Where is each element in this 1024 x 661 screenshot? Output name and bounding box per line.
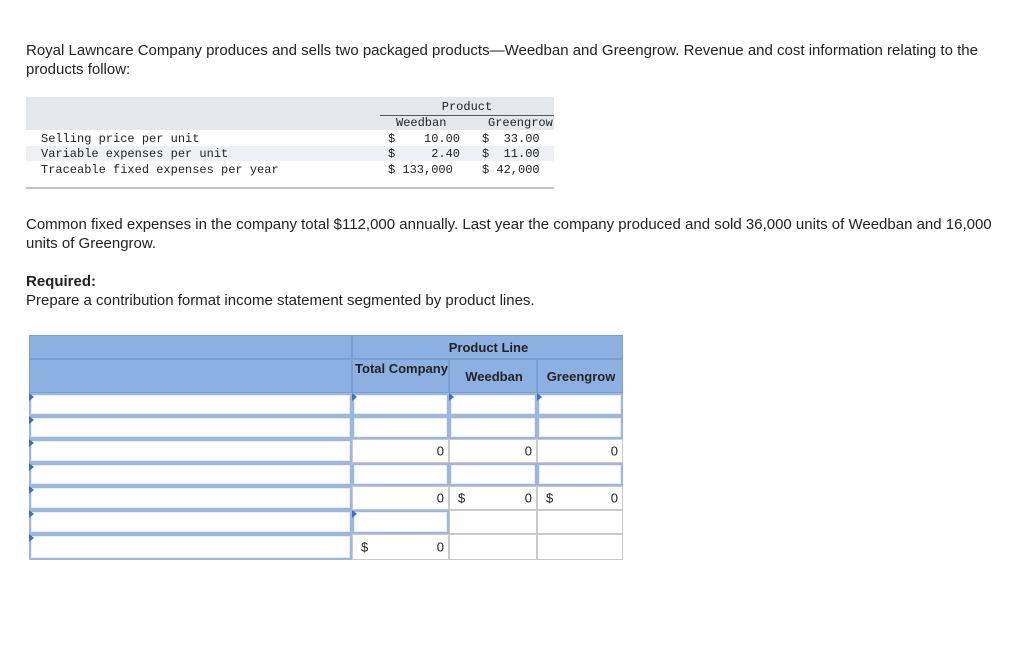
row1-weedban-input[interactable] (449, 393, 537, 416)
input-marker (29, 463, 34, 471)
row3-greengrow-value: 0 (537, 439, 623, 463)
input-marker (352, 510, 357, 518)
row7-weedban-empty (449, 534, 537, 560)
row6-total-input[interactable] (352, 510, 449, 534)
required-text: Prepare a contribution format income sta… (26, 292, 535, 309)
row5-greengrow-zero: 0 (610, 490, 618, 506)
row3-label-input[interactable] (29, 439, 352, 463)
row-label: Traceable fixed expenses per year (41, 163, 279, 177)
table-header-band (26, 97, 554, 130)
row7-greengrow-empty (537, 534, 623, 560)
table-bottom-rule (26, 187, 554, 189)
total-company-header: Total Company (355, 361, 448, 376)
input-marker (29, 416, 34, 424)
input-marker (537, 393, 542, 401)
row5-weedban-currency: $ (458, 490, 466, 506)
row5-label-input[interactable] (29, 486, 352, 510)
column-header-greengrow: Greengrow (488, 116, 553, 130)
input-marker (29, 393, 34, 401)
product-line-header-cell: Product Line (352, 335, 623, 359)
row7-total-currency: $ (361, 539, 369, 555)
row2-weedban-input[interactable] (449, 416, 537, 439)
row5-weedban-value: $0 (449, 486, 537, 510)
input-marker (352, 393, 357, 401)
row2-greengrow-input[interactable] (537, 416, 623, 439)
row7-total-zero: 0 (436, 539, 444, 555)
income-statement-grid: Product Line Total Company Weedban Green… (29, 335, 623, 560)
product-data-table: Product Weedban Greengrow Selling price … (26, 97, 554, 191)
weedban-value: $ 133,000 (388, 163, 453, 177)
row5-greengrow-value: $0 (537, 486, 623, 510)
row3-greengrow-zero: 0 (610, 443, 618, 459)
row5-total-zero: 0 (436, 490, 444, 506)
input-marker (29, 510, 34, 518)
row6-weedban-empty (449, 510, 537, 534)
row-label: Variable expenses per unit (41, 147, 229, 161)
input-marker (29, 439, 34, 447)
row5-total-value: 0 (352, 486, 449, 510)
header-blank-bottom (29, 359, 352, 393)
row-label: Selling price per unit (41, 132, 200, 146)
total-company-header-cell: Total Company (352, 359, 449, 393)
weedban-value: $ 10.00 (388, 132, 461, 146)
input-marker (449, 393, 454, 401)
input-marker (29, 486, 34, 494)
row2-total-input[interactable] (352, 416, 449, 439)
row3-weedban-value: 0 (449, 439, 537, 463)
weedban-header: Weedban (465, 369, 523, 384)
row6-greengrow-empty (537, 510, 623, 534)
row6-label-input[interactable] (29, 510, 352, 534)
greengrow-value: $ 11.00 (482, 147, 540, 161)
column-header-weedban: Weedban (396, 116, 447, 130)
common-fixed-text: Common fixed expenses in the company tot… (26, 216, 992, 252)
product-header-rule (380, 115, 554, 116)
row4-label-input[interactable] (29, 463, 352, 486)
row3-total-value: 0 (352, 439, 449, 463)
row4-total-input[interactable] (352, 463, 449, 486)
product-line-header: Product Line (448, 340, 529, 355)
row7-label-input[interactable] (29, 534, 352, 560)
weedban-value: $ 2.40 (388, 147, 461, 161)
row1-total-input[interactable] (352, 393, 449, 416)
row3-total-zero: 0 (436, 443, 444, 459)
header-blank-top (29, 335, 352, 359)
row5-weedban-zero: 0 (524, 490, 532, 506)
row7-total-value: $0 (352, 534, 449, 560)
table-row: Variable expenses per unit $ 2.40 $ 11.0… (26, 146, 554, 161)
product-header: Product (441, 100, 493, 114)
weedban-header-cell: Weedban (449, 359, 537, 393)
greengrow-header: Greengrow (546, 369, 616, 384)
row5-greengrow-currency: $ (546, 490, 554, 506)
row1-greengrow-input[interactable] (537, 393, 623, 416)
row2-label-input[interactable] (29, 416, 352, 439)
input-marker (29, 534, 34, 542)
table-row: Selling price per unit $ 10.00 $ 33.00 (26, 131, 554, 146)
greengrow-header-cell: Greengrow (537, 359, 623, 393)
intro-text: Royal Lawncare Company produces and sell… (26, 42, 978, 78)
row3-weedban-zero: 0 (524, 443, 532, 459)
greengrow-value: $ 42,000 (482, 163, 540, 177)
greengrow-value: $ 33.00 (482, 132, 540, 146)
table-row: Traceable fixed expenses per year $ 133,… (26, 162, 554, 177)
row4-greengrow-input[interactable] (537, 463, 623, 486)
row4-weedban-input[interactable] (449, 463, 537, 486)
required-heading: Required: (26, 273, 97, 290)
row1-label-input[interactable] (29, 393, 352, 416)
